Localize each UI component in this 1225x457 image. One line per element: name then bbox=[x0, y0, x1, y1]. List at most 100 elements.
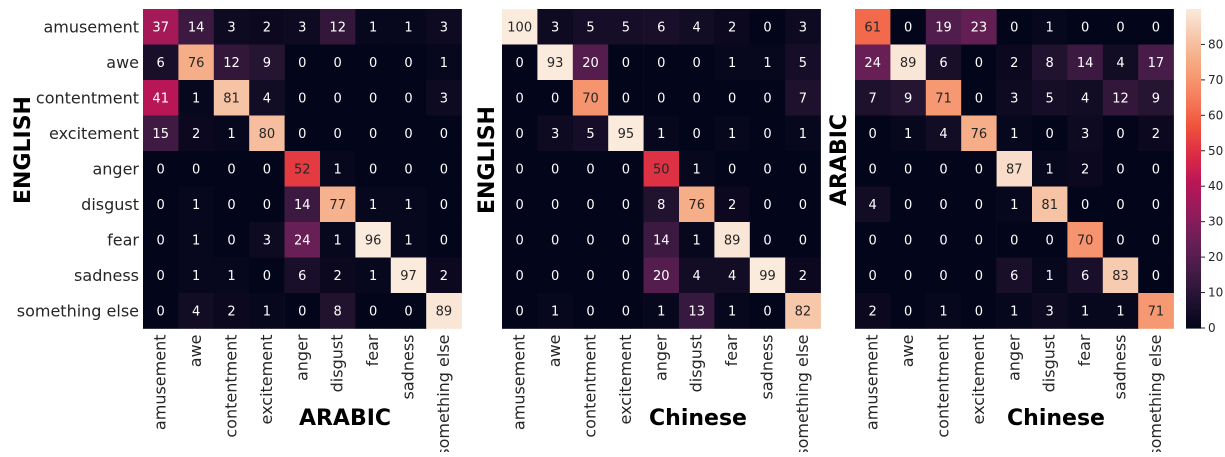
heatmap-cell bbox=[143, 222, 179, 258]
cell-value-label: 0 bbox=[904, 233, 912, 248]
cell-value-label: 0 bbox=[975, 304, 983, 319]
heatmap-cell bbox=[390, 9, 427, 45]
colorbar-segment bbox=[1186, 197, 1201, 201]
cell-value-label: 80 bbox=[259, 127, 276, 142]
cell-value-label: 1 bbox=[1010, 304, 1018, 319]
cell-value-label: 0 bbox=[975, 162, 983, 177]
cell-value-label: 97 bbox=[400, 269, 417, 284]
cell-value-label: 1 bbox=[1010, 198, 1018, 213]
cell-value-label: 0 bbox=[1081, 198, 1089, 213]
cell-value-label: 0 bbox=[157, 162, 165, 177]
cell-value-label: 70 bbox=[1077, 233, 1094, 248]
heatmap-cell bbox=[249, 293, 285, 329]
cell-value-label: 70 bbox=[582, 91, 599, 106]
cell-value-label: 0 bbox=[440, 198, 448, 213]
x-axis-title: ARABIC bbox=[299, 406, 391, 431]
colorbar-segment bbox=[1186, 24, 1201, 29]
cell-value-label: 0 bbox=[763, 198, 771, 213]
heatmap-cell bbox=[679, 44, 715, 81]
cell-value-label: 0 bbox=[622, 198, 630, 213]
colorbar-segment bbox=[1186, 147, 1201, 151]
colorbar-segment bbox=[1186, 149, 1201, 154]
x-tick-label: disgust bbox=[328, 335, 347, 393]
heatmap-cell bbox=[608, 151, 644, 187]
heatmap-cell bbox=[749, 222, 786, 258]
colorbar-segment bbox=[1186, 293, 1201, 297]
cell-value-label: 2 bbox=[728, 20, 736, 35]
cell-value-label: 0 bbox=[334, 127, 342, 142]
cell-value-label: 5 bbox=[799, 56, 807, 71]
x-tick-label: awe bbox=[898, 335, 917, 368]
colorbar-segment bbox=[1186, 274, 1201, 279]
colorbar-segment bbox=[1186, 70, 1201, 74]
heatmap-cell bbox=[855, 222, 891, 258]
colorbar-segment bbox=[1186, 184, 1201, 188]
heatmap-cell bbox=[925, 293, 962, 329]
x-axis-title: Chinese bbox=[649, 406, 747, 431]
heatmap-cell bbox=[502, 44, 538, 81]
cell-value-label: 0 bbox=[1152, 162, 1160, 177]
heatmap-cell bbox=[714, 80, 751, 116]
heatmap-cell bbox=[643, 222, 680, 258]
colorbar-segment bbox=[1186, 250, 1201, 255]
colorbar-segment bbox=[1186, 67, 1201, 71]
cell-value-label: 13 bbox=[688, 304, 705, 319]
colorbar-segment bbox=[1186, 179, 1201, 183]
heatmap-cell bbox=[1102, 293, 1139, 329]
heatmap-cell bbox=[1102, 80, 1139, 116]
colorbar-segment bbox=[1186, 211, 1201, 215]
cell-value-label: 7 bbox=[799, 91, 807, 106]
cell-value-label: 99 bbox=[759, 269, 776, 284]
heatmap-cell bbox=[925, 9, 962, 45]
heatmap-cell bbox=[572, 222, 609, 258]
heatmap-cell bbox=[502, 257, 538, 294]
colorbar-segment bbox=[1186, 88, 1201, 93]
cell-value-label: 0 bbox=[904, 198, 912, 213]
y-tick-label: disgust bbox=[81, 195, 139, 214]
y-tick-label: contentment bbox=[36, 88, 139, 107]
heatmap-cell bbox=[925, 257, 962, 294]
heatmap-cell bbox=[996, 186, 1033, 223]
cell-value-label: 19 bbox=[935, 20, 952, 35]
cell-value-label: 4 bbox=[1081, 91, 1089, 106]
cell-value-label: 5 bbox=[622, 20, 630, 35]
cell-value-label: 0 bbox=[404, 56, 412, 71]
cell-value-label: 0 bbox=[904, 304, 912, 319]
colorbar-segment bbox=[1186, 30, 1201, 34]
heatmap-cell bbox=[390, 44, 427, 81]
cell-value-label: 0 bbox=[693, 91, 701, 106]
colorbar-segment bbox=[1186, 27, 1201, 31]
heatmap-cell bbox=[785, 257, 821, 294]
cell-value-label: 76 bbox=[188, 56, 205, 71]
colorbar-segment bbox=[1186, 133, 1201, 138]
y-axis-title: ARABIC bbox=[827, 114, 852, 206]
colorbar-segment bbox=[1186, 277, 1201, 281]
cell-value-label: 0 bbox=[1116, 127, 1124, 142]
cell-value-label: 0 bbox=[440, 233, 448, 248]
heatmap-cell bbox=[284, 151, 321, 187]
heatmap-cell bbox=[537, 44, 574, 81]
heatmap-cell bbox=[320, 80, 356, 116]
cell-value-label: 0 bbox=[1116, 162, 1124, 177]
cell-value-label: 0 bbox=[298, 56, 306, 71]
heatmap-cell bbox=[1102, 44, 1139, 81]
colorbar-segment bbox=[1186, 75, 1201, 79]
colorbar-segment bbox=[1186, 245, 1201, 249]
cell-value-label: 0 bbox=[728, 162, 736, 177]
colorbar-segment bbox=[1186, 152, 1201, 156]
heatmap-cell bbox=[608, 186, 644, 223]
cell-value-label: 1 bbox=[799, 127, 807, 142]
colorbar-segment bbox=[1186, 242, 1201, 247]
cell-value-label: 6 bbox=[1081, 269, 1089, 284]
cell-value-label: 17 bbox=[1148, 56, 1165, 71]
colorbar-segment bbox=[1186, 253, 1201, 257]
heatmap-cell bbox=[749, 293, 786, 329]
cell-value-label: 1 bbox=[728, 56, 736, 71]
cell-value-label: 0 bbox=[975, 198, 983, 213]
colorbar-segment bbox=[1186, 298, 1201, 303]
x-tick-label: excitement bbox=[969, 335, 988, 425]
cell-value-label: 2 bbox=[1081, 162, 1089, 177]
colorbar-segment bbox=[1186, 176, 1201, 180]
cell-value-label: 0 bbox=[586, 304, 594, 319]
colorbar-segment bbox=[1186, 221, 1201, 225]
